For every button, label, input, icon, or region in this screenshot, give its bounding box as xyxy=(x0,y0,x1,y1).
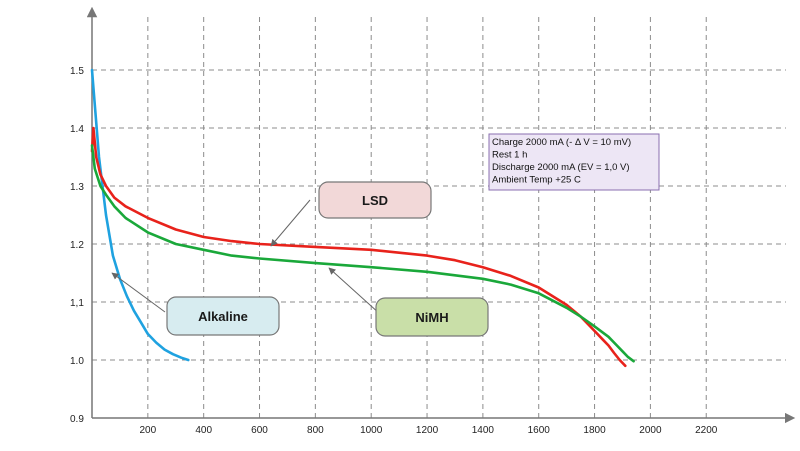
conditions-box xyxy=(488,133,660,191)
x-tick-label: 2200 xyxy=(695,425,718,436)
x-tick-label: 2000 xyxy=(639,425,662,436)
series-line-nimh xyxy=(90,144,635,363)
x-tick-label: 1000 xyxy=(360,425,383,436)
callout-label-nimh: NiMH xyxy=(415,310,448,325)
x-tick-label: 1400 xyxy=(472,425,495,436)
y-tick-label: 1.0 xyxy=(70,356,84,367)
y-tick-label: 1.3 xyxy=(70,182,84,193)
conditions-line: Discharge 2000 mA (EV = 1,0 V) xyxy=(492,162,630,173)
callout-arrow-lsd xyxy=(270,199,311,247)
y-tick-label: 1.2 xyxy=(70,240,84,251)
y-tick-label: 1.5 xyxy=(70,66,84,77)
series-line-lsd xyxy=(90,126,627,368)
y-tick-label: 0.9 xyxy=(70,414,84,425)
callout-arrow-alkaline xyxy=(111,272,166,313)
x-tick-label: 1200 xyxy=(416,425,439,436)
x-tick-label: 1600 xyxy=(528,425,551,436)
conditions-line: Ambient Temp +25 C xyxy=(492,175,581,186)
x-tick-label: 1800 xyxy=(583,425,606,436)
x-tick-label: 600 xyxy=(251,425,268,436)
y-tick-label: 1,1 xyxy=(70,298,84,309)
y-tick-label: 1.4 xyxy=(70,124,84,135)
callout-arrow-nimh xyxy=(328,267,381,315)
callout-label-lsd: LSD xyxy=(362,193,388,208)
conditions-line: Rest 1 h xyxy=(492,150,527,161)
callout-box-alkaline xyxy=(166,296,280,336)
callout-label-alkaline: Alkaline xyxy=(198,309,248,324)
x-tick-label: 800 xyxy=(307,425,324,436)
x-tick-label: 200 xyxy=(139,425,156,436)
callout-box-nimh xyxy=(375,297,489,337)
conditions-line: Charge 2000 mA (- Δ V = 10 mV) xyxy=(492,137,631,148)
x-tick-label: 400 xyxy=(195,425,212,436)
callout-box-lsd xyxy=(318,181,432,219)
